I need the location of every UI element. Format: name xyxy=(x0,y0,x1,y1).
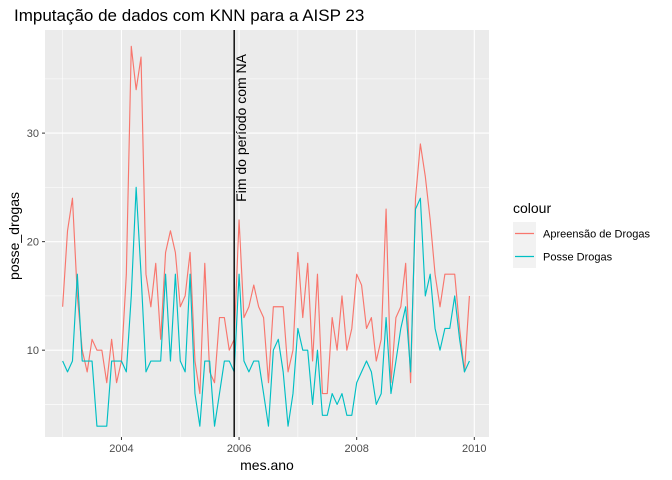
series-line xyxy=(62,186,470,427)
legend: colour Apreensão de Drogas Posse Drogas xyxy=(513,200,651,268)
legend-title: colour xyxy=(513,200,551,216)
plot-panel xyxy=(45,30,489,437)
y-tick-label: 30 xyxy=(27,128,39,140)
legend-label: Posse Drogas xyxy=(543,252,613,264)
annotation-label: Fim do período com NA xyxy=(233,53,249,201)
x-tick-label: 2008 xyxy=(344,443,368,455)
x-axis-title: mes.ano xyxy=(240,457,294,473)
y-tick-label: 10 xyxy=(27,345,39,357)
x-tick-label: 2010 xyxy=(462,443,486,455)
x-tick-label: 2004 xyxy=(109,443,133,455)
y-tick-label: 20 xyxy=(27,237,39,249)
legend-label: Apreensão de Drogas xyxy=(543,229,651,241)
x-tick-label: 2006 xyxy=(227,443,251,455)
y-axis-title: posse_drogas xyxy=(6,192,22,280)
series-line xyxy=(62,45,470,395)
chart-title: Imputação de dados com KNN para a AISP 2… xyxy=(14,6,364,25)
